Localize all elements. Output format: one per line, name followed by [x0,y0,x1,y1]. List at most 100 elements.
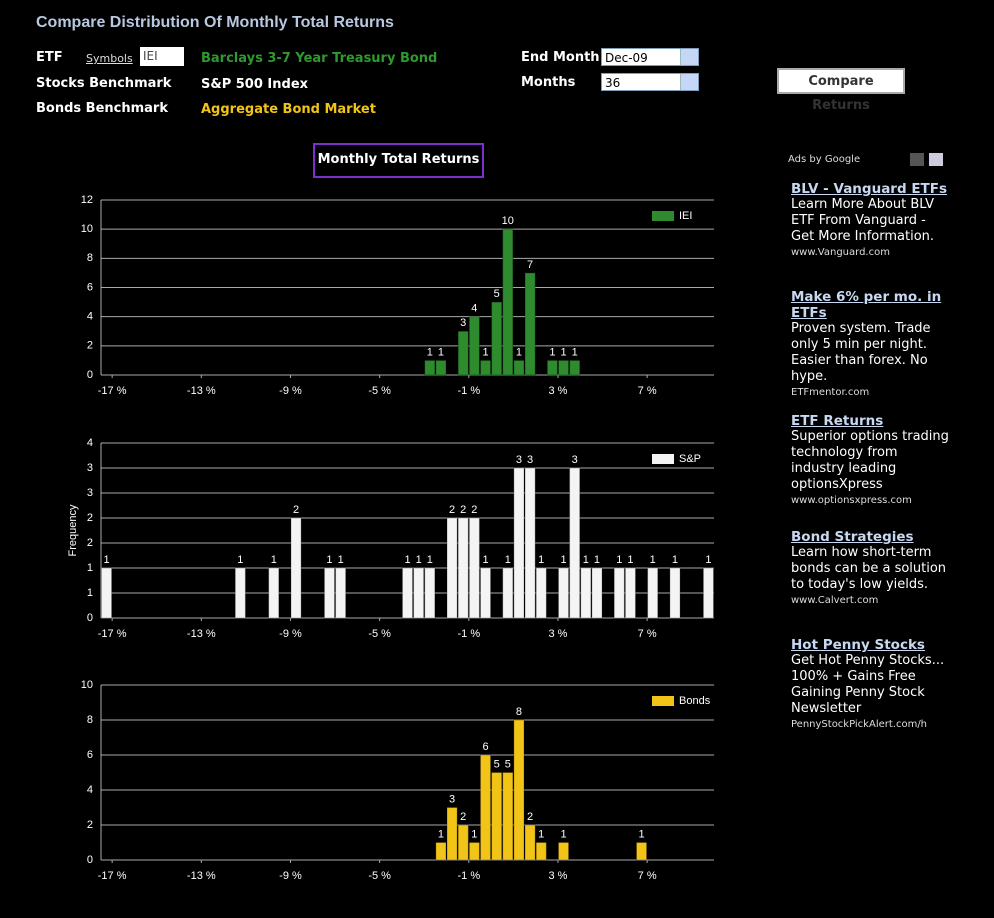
data-label: 3 [449,793,455,805]
ad-url: www.optionsxpress.com [791,495,912,506]
data-label: 1 [583,554,589,566]
months-select[interactable]: 36 [601,73,699,91]
data-label: 10 [502,215,514,227]
x-tick-label: 3 % [548,385,567,397]
y-tick-label: 4 [87,784,93,796]
x-tick-label: -17 % [98,628,127,640]
ad-body: Learn how short-term bonds can be a solu… [791,545,947,592]
bar [524,467,536,619]
etf-input[interactable]: IEI [140,47,184,66]
y-tick-label: 4 [87,311,93,323]
x-tick-label: -1 % [457,870,480,882]
ad-body: Proven system. Trade only 5 min per nigh… [791,321,931,384]
bar [234,567,246,619]
bar [401,567,414,619]
data-label: 8 [516,706,522,718]
data-label: 2 [449,504,455,516]
x-tick-label: -1 % [457,385,480,397]
bar [613,567,625,619]
data-label: 1 [505,554,511,566]
data-label: 1 [482,554,488,566]
ad-body: Superior options trading technology from… [791,429,949,492]
x-tick-label: -9 % [279,870,302,882]
bar [479,567,492,619]
bar [290,517,302,619]
data-label: 1 [104,554,110,566]
bar [446,517,458,619]
ad-url: ETFmentor.com [791,387,870,398]
ads-next[interactable] [929,153,943,166]
bar [513,719,525,861]
legend-swatch [652,454,674,464]
etf-label: ETF [36,50,63,65]
y-tick-label: 8 [87,714,93,726]
x-tick-label: -5 % [368,385,391,397]
data-label: 3 [527,454,533,466]
bar [457,824,469,861]
x-tick-label: 3 % [548,870,567,882]
bar [535,567,547,619]
y-tick-label: 3 [87,462,93,474]
data-label: 7 [527,259,533,271]
x-tick-label: -5 % [368,628,391,640]
data-label: 1 [427,346,433,358]
x-tick-label: -17 % [98,385,127,397]
data-label: 1 [616,554,622,566]
ad[interactable]: Make 6% per mo. in ETFs Proven system. Tr… [791,289,951,401]
bar [502,772,514,861]
bar [491,301,503,376]
months-value: 36 [605,76,621,90]
y-tick-label: 12 [81,194,93,206]
ads-prev[interactable] [910,153,924,166]
ad-body: Get Hot Penny Stocks... 100% + Gains Fre… [791,653,945,716]
y-tick-label: 2 [87,340,93,352]
data-label: 1 [326,554,332,566]
y-tick-label: 10 [81,679,93,691]
bar [502,228,514,376]
data-label: 3 [516,454,522,466]
etf-name: Barclays 3-7 Year Treasury Bond [201,51,438,66]
bar [446,807,458,861]
y-tick-label: 10 [81,223,93,235]
x-tick-label: 7 % [638,870,657,882]
x-tick-label: -17 % [98,870,127,882]
legend-label: Bonds [679,695,711,707]
data-label: 1 [560,554,566,566]
legend-swatch [652,696,674,706]
data-label: 3 [460,317,466,329]
ad[interactable]: Bond Strategies Learn how short-term bond… [791,529,951,609]
y-tick-label: 2 [87,512,93,524]
bonds-label: Bonds Benchmark [36,101,168,116]
bar [468,842,480,861]
bar [524,824,536,861]
y-tick-label: 2 [87,537,93,549]
bar [101,567,113,619]
ad[interactable]: Hot Penny Stocks Get Hot Penny Stocks... … [791,637,951,733]
bar [479,754,492,861]
ad[interactable]: BLV - Vanguard ETFs Learn More About BLV … [791,181,951,261]
bar [413,567,425,619]
legend-label: S&P [679,453,701,465]
months-label: Months [521,75,576,90]
data-label: 1 [538,828,544,840]
chart-header: Monthly Total Returns [313,143,484,178]
dropdown-arrow [680,49,698,65]
data-label: 5 [494,288,500,300]
ad-title: Hot Penny Stocks [791,637,925,653]
bar [624,567,636,619]
ad-body: Learn More About BLV ETF From Vanguard -… [791,197,935,244]
bar [635,842,648,861]
bar [468,316,480,376]
y-tick-label: 3 [87,487,93,499]
bar [491,772,503,861]
end-month-select[interactable]: Dec-09 [601,48,699,66]
compare-button[interactable]: Compare Returns [777,68,905,113]
bar [435,359,447,376]
y-tick-label: 8 [87,252,93,264]
ad[interactable]: ETF Returns Superior options trading tech… [791,413,951,509]
symbols-link[interactable]: Symbols [86,52,133,65]
ads-label: Ads by Google [788,154,861,165]
ad-title: Bond Strategies [791,529,914,545]
data-label: 2 [471,504,477,516]
data-label: 1 [438,346,444,358]
